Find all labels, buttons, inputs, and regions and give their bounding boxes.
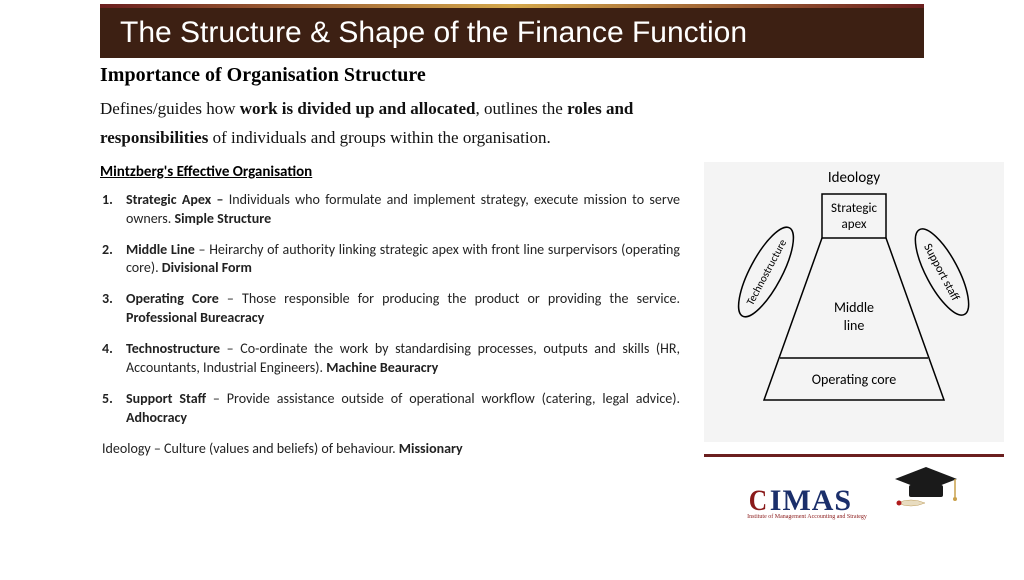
diagram-label-operating-core: Operating core — [812, 371, 897, 388]
diagram-label-apex: apex — [842, 217, 867, 232]
list-item: Strategic Apex – Individuals who formula… — [100, 191, 680, 229]
ideology-pre: Ideology – Culture (values and beliefs) … — [102, 440, 399, 457]
list-item: Technostructure – Co-ordinate the work b… — [100, 340, 680, 378]
diagram-label-line: line — [844, 317, 865, 334]
item-form: Divisional Form — [162, 259, 252, 276]
mintzberg-list: Strategic Apex – Individuals who formula… — [100, 191, 686, 428]
diagram-label-strategic: Strategic — [831, 201, 877, 216]
diagram-label-ideology: Ideology — [828, 169, 880, 187]
item-term: Technostructure — [126, 340, 220, 357]
intro-paragraph: Defines/guides how work is divided up an… — [100, 95, 686, 153]
item-desc: – Those responsible for producing the pr… — [219, 290, 680, 307]
item-term: Support Staff — [126, 390, 206, 407]
diagram-label-technostructure: Technostructure — [744, 237, 790, 308]
content-area: Importance of Organisation Structure Def… — [0, 64, 1024, 520]
item-desc: – Provide assistance outside of operatio… — [206, 390, 680, 407]
item-term: Operating Core — [126, 290, 219, 307]
ideology-line: Ideology – Culture (values and beliefs) … — [100, 440, 686, 457]
item-term: Strategic Apex – — [126, 191, 229, 208]
logo-area: CIMAS Institute of Management Accounting… — [704, 454, 1004, 520]
mintzberg-diagram: Ideology Strategic apex Middle line Oper… — [704, 162, 1004, 442]
item-form: Simple Structure — [174, 210, 271, 227]
item-term: Middle Line — [126, 241, 195, 258]
list-item: Operating Core – Those responsible for p… — [100, 290, 680, 328]
item-form: Professional Bureacracy — [126, 309, 264, 326]
item-form: Machine Beauracry — [326, 359, 438, 376]
logo-text: IMAS — [770, 484, 852, 517]
ideology-form: Missionary — [399, 440, 463, 457]
slide-title: The Structure & Shape of the Finance Fun… — [100, 8, 924, 58]
imas-logo: CIMAS Institute of Management Accounting… — [747, 484, 867, 520]
subtitle: Importance of Organisation Structure — [100, 64, 686, 87]
intro-pre: Defines/guides how — [100, 99, 240, 118]
graduation-cap-icon — [891, 463, 961, 520]
list-item: Middle Line – Heirarchy of authority lin… — [100, 241, 680, 279]
section-heading: Mintzberg's Effective Organisation — [100, 163, 686, 181]
diagram-label-middle: Middle — [834, 299, 874, 316]
intro-mid1: , outlines the — [475, 99, 567, 118]
intro-bold1: work is divided up and allocated — [240, 99, 476, 118]
logo-c-icon: C — [749, 484, 768, 518]
intro-post: of individuals and groups within the org… — [208, 128, 550, 147]
right-column: Ideology Strategic apex Middle line Oper… — [704, 64, 1004, 520]
diagram-label-support-staff: Support staff — [920, 241, 962, 303]
left-column: Importance of Organisation Structure Def… — [100, 64, 686, 520]
item-form: Adhocracy — [126, 409, 187, 426]
list-item: Support Staff – Provide assistance outsi… — [100, 390, 680, 428]
